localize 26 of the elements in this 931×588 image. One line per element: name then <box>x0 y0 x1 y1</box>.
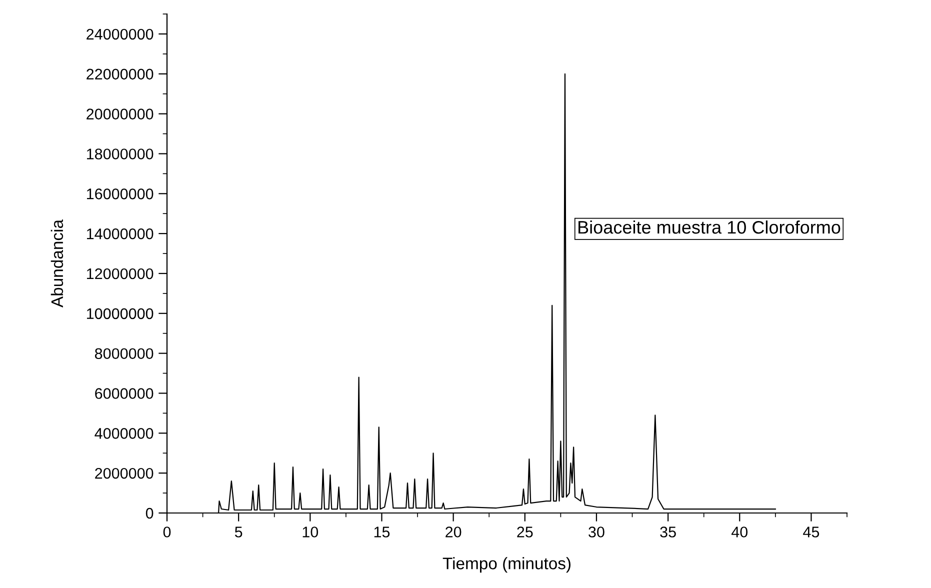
x-tick-label: 45 <box>803 526 820 538</box>
y-tick-label: 4000000 <box>94 428 154 439</box>
y-tick-label: 2000000 <box>95 468 154 479</box>
y-tick-label: 14000000 <box>87 228 154 240</box>
y-tick-label: 0 <box>146 508 154 519</box>
y-tick-label: 18000000 <box>87 148 154 160</box>
x-tick-label: 5 <box>234 526 242 538</box>
x-axis-title: Tiempo (minutos) <box>442 557 570 573</box>
y-tick-label: 6000000 <box>95 388 154 399</box>
x-tick-label: 20 <box>446 526 462 538</box>
x-tick-label: 30 <box>588 526 604 538</box>
y-axis-title: Abundancia <box>50 219 64 308</box>
annotation: Bioaceite muestra 10 Cloroformo <box>578 220 840 234</box>
y-tick-label: 12000000 <box>87 268 154 280</box>
y-tick-label: 8000000 <box>95 348 154 360</box>
y-tick-label: 22000000 <box>86 68 154 80</box>
x-tick-label: 35 <box>660 526 676 538</box>
y-tick-label: 10000000 <box>87 308 154 320</box>
y-tick-label: 16000000 <box>87 188 154 200</box>
x-tick-label: 40 <box>731 526 748 538</box>
x-tick-label: 25 <box>517 526 533 538</box>
x-tick-label: 15 <box>374 526 390 538</box>
x-tick-label: 10 <box>302 526 318 538</box>
y-tick-label: 24000000 <box>86 28 154 40</box>
y-tick-label: 20000000 <box>86 108 154 120</box>
x-tick-label: 0 <box>163 526 171 538</box>
